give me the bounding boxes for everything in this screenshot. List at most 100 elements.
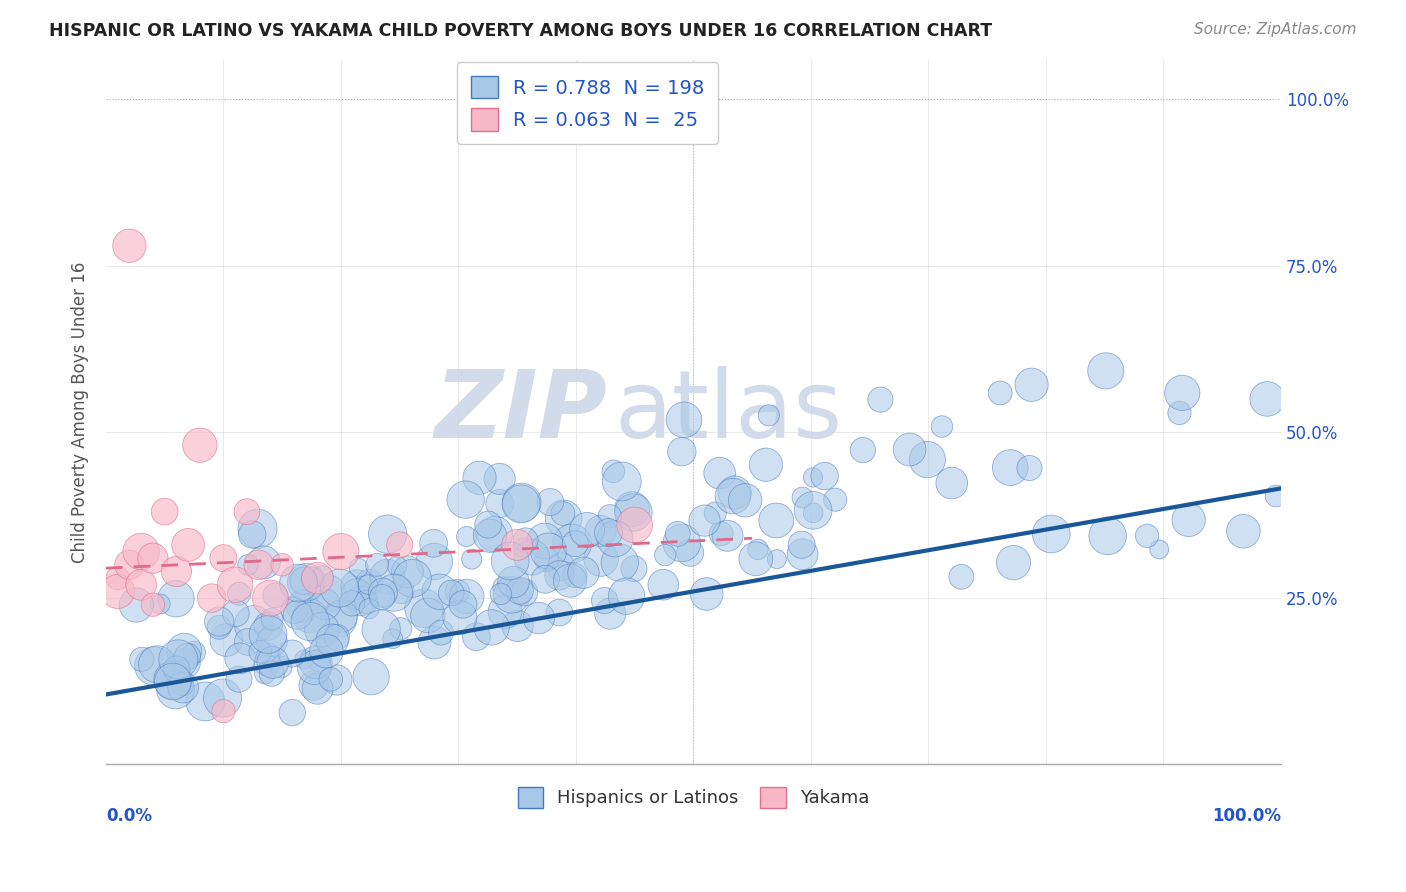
Point: [359, 575, 381, 590]
Point: [381, 632, 404, 646]
Point: [208, 615, 231, 629]
Point: [167, 652, 190, 666]
Point: [941, 476, 963, 491]
Point: [537, 544, 560, 558]
Point: [1168, 406, 1191, 420]
Point: [131, 652, 153, 666]
Point: [766, 552, 789, 566]
Point: [710, 526, 733, 541]
Point: [260, 666, 283, 681]
Point: [551, 507, 574, 521]
Point: [201, 591, 224, 605]
Point: [599, 607, 621, 621]
Point: [1002, 556, 1025, 570]
Point: [446, 584, 468, 599]
Point: [107, 571, 129, 585]
Point: [194, 694, 217, 708]
Point: [174, 656, 197, 670]
Point: [679, 546, 702, 560]
Point: [765, 513, 787, 527]
Point: [260, 612, 283, 626]
Point: [652, 578, 675, 592]
Point: [256, 656, 278, 670]
Point: [377, 527, 399, 541]
Point: [576, 523, 599, 537]
Point: [824, 492, 846, 507]
Point: [257, 619, 280, 633]
Point: [299, 615, 322, 629]
Point: [328, 612, 350, 626]
Point: [456, 529, 478, 543]
Point: [1000, 460, 1022, 475]
Point: [304, 660, 326, 674]
Point: [321, 633, 343, 648]
Point: [489, 587, 512, 601]
Point: [311, 623, 333, 637]
Point: [456, 590, 478, 604]
Point: [792, 547, 814, 561]
Point: [301, 571, 323, 585]
Point: [852, 443, 875, 458]
Point: [616, 589, 638, 603]
Point: [704, 506, 727, 520]
Point: [950, 570, 973, 584]
Point: [172, 681, 194, 695]
Point: [510, 495, 533, 509]
Point: [314, 598, 336, 612]
Point: [672, 413, 695, 427]
Point: [236, 635, 259, 649]
Point: [298, 608, 321, 623]
Point: [758, 409, 780, 423]
Point: [440, 586, 463, 600]
Point: [118, 238, 141, 252]
Point: [291, 599, 314, 614]
Point: [149, 597, 172, 611]
Point: [1147, 542, 1170, 557]
Point: [492, 580, 515, 594]
Point: [734, 493, 756, 508]
Point: [307, 681, 329, 696]
Point: [423, 554, 446, 568]
Point: [295, 575, 318, 590]
Text: atlas: atlas: [614, 366, 844, 458]
Point: [340, 596, 363, 610]
Point: [451, 598, 474, 612]
Point: [283, 603, 305, 617]
Point: [513, 585, 536, 599]
Point: [602, 464, 624, 478]
Point: [506, 538, 529, 552]
Point: [401, 571, 423, 585]
Point: [176, 649, 198, 664]
Point: [1232, 524, 1254, 539]
Point: [413, 601, 436, 615]
Point: [534, 572, 557, 586]
Point: [1094, 364, 1116, 378]
Point: [329, 544, 352, 558]
Point: [330, 609, 353, 624]
Point: [356, 595, 378, 609]
Point: [350, 594, 373, 608]
Point: [564, 568, 586, 582]
Point: [550, 559, 572, 574]
Point: [188, 438, 211, 452]
Point: [609, 556, 631, 570]
Point: [243, 618, 266, 632]
Point: [792, 491, 814, 505]
Point: [671, 536, 693, 550]
Point: [499, 554, 522, 568]
Point: [430, 625, 453, 640]
Point: [260, 634, 283, 648]
Point: [396, 565, 419, 579]
Text: 100.0%: 100.0%: [1212, 806, 1281, 824]
Point: [454, 492, 477, 507]
Point: [107, 584, 129, 599]
Point: [494, 605, 516, 619]
Point: [801, 470, 824, 484]
Point: [666, 527, 689, 541]
Point: [724, 485, 747, 500]
Point: [416, 608, 439, 623]
Point: [389, 622, 412, 636]
Point: [257, 648, 280, 662]
Point: [1256, 392, 1278, 406]
Point: [129, 578, 152, 592]
